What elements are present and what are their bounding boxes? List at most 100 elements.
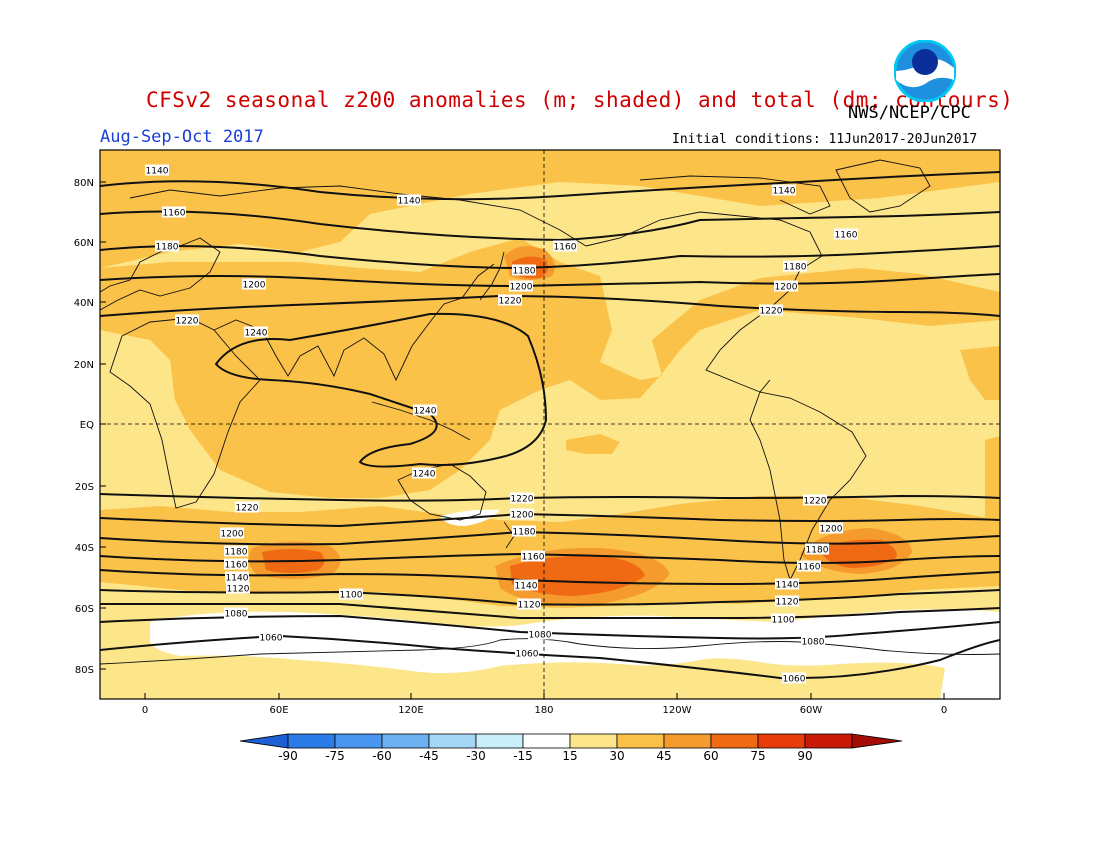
contour-label-bg xyxy=(413,404,437,416)
contour-label: 1220 xyxy=(803,494,827,507)
contour-label-text: 1160 xyxy=(798,563,821,573)
contour-1140-n xyxy=(100,171,1000,201)
contour-label: 1220 xyxy=(235,501,259,514)
lat-tick-label: 20S xyxy=(75,482,94,493)
contour-label-text: 1060 xyxy=(783,675,806,685)
lat-tick-label: 20N xyxy=(74,360,94,371)
colorbar-segment xyxy=(663,733,712,749)
contour-label-text: 1200 xyxy=(221,530,244,540)
contour-label: 1060 xyxy=(782,672,806,685)
contour-label-bg xyxy=(819,522,843,534)
colorbar-segment xyxy=(428,733,477,749)
contour-label-bg xyxy=(259,631,283,643)
colorbar-tick-label: 60 xyxy=(703,749,718,763)
contour-label-text: 1060 xyxy=(260,634,283,644)
contour-label: 1160 xyxy=(224,558,248,571)
contour-label-text: 1160 xyxy=(522,553,545,563)
contour-label-bg xyxy=(805,543,829,555)
contour-label: 1200 xyxy=(819,522,843,535)
contour-label-text: 1220 xyxy=(804,497,827,507)
lon-tick-label: 120E xyxy=(398,705,423,716)
longitude-axis: 0 60E 120E 180 120W 60W 0 xyxy=(142,693,947,716)
colorbar-tick-label: 75 xyxy=(750,749,765,763)
contour-label-bg xyxy=(803,494,827,506)
contour-label-bg xyxy=(224,607,248,619)
latitude-axis: 80N 60N 40N 20N EQ 20S 40S 60S 80S xyxy=(74,178,106,676)
contour-label-text: 1140 xyxy=(146,167,169,177)
contour-label-text: 1080 xyxy=(802,638,825,648)
contour-label-text: 1080 xyxy=(529,631,552,641)
contour-label-text: 1140 xyxy=(398,197,421,207)
lat-tick-label: EQ xyxy=(80,420,94,431)
contour-label-bg xyxy=(772,184,796,196)
contour-label-text: 1180 xyxy=(784,263,807,273)
contour-label-bg xyxy=(162,206,186,218)
contour-label: 1080 xyxy=(528,628,552,641)
contour-label: 1180 xyxy=(783,260,807,273)
height-contours xyxy=(100,171,1000,680)
contour-label: 1240 xyxy=(413,404,437,417)
contour-label-bg xyxy=(145,164,169,176)
lon-tick-label: 0 xyxy=(941,705,947,716)
contour-1140-s xyxy=(100,569,1000,586)
initial-conditions-label: Initial conditions: 11Jun2017-20Jun2017 xyxy=(672,132,978,147)
noaa-logo-icon xyxy=(894,40,956,102)
lon-tick-label: 120W xyxy=(663,705,692,716)
contour-1220-n xyxy=(100,294,1000,317)
contour-label-bg xyxy=(775,595,799,607)
contour-label-text: 1100 xyxy=(340,591,363,601)
contour-label-text: 1120 xyxy=(776,598,799,608)
contour-label-text: 1160 xyxy=(554,243,577,253)
contour-label-text: 1160 xyxy=(163,209,186,219)
colorbar-segment xyxy=(334,733,383,749)
contour-label: 1140 xyxy=(772,184,796,197)
contour-label: 1080 xyxy=(224,607,248,620)
contour-label-text: 1180 xyxy=(225,548,248,558)
contour-label-bg xyxy=(339,588,363,600)
contour-label: 1220 xyxy=(759,304,783,317)
contour-1120-s xyxy=(100,589,1000,606)
contour-label-bg xyxy=(510,508,534,520)
contour-1160-s xyxy=(100,552,1000,564)
contour-label-bg xyxy=(514,579,538,591)
contour-label-text: 1200 xyxy=(820,525,843,535)
contour-label-bg xyxy=(155,240,179,252)
contour-label-bg xyxy=(517,598,541,610)
contour-label-text: 1120 xyxy=(518,601,541,611)
contour-label-bg xyxy=(498,294,522,306)
contour-label: 1120 xyxy=(775,595,799,608)
contour-label-bg xyxy=(521,550,545,562)
contour-label: 1140 xyxy=(225,571,249,584)
contour-label-text: 1220 xyxy=(236,504,259,514)
contour-label-bg xyxy=(244,326,268,338)
contour-label: 1200 xyxy=(509,280,533,293)
contour-label: 1120 xyxy=(226,582,250,595)
contour-label-text: 1140 xyxy=(776,581,799,591)
contour-label: 1160 xyxy=(834,228,858,241)
contour-label: 1220 xyxy=(498,294,522,307)
contour-label-bg xyxy=(175,314,199,326)
colorbar-tick-label: -15 xyxy=(513,749,533,763)
contour-label-text: 1080 xyxy=(225,610,248,620)
contour-label-bg xyxy=(515,647,539,659)
colorbar-right-arrow xyxy=(851,733,903,749)
contour-label: 1140 xyxy=(397,194,421,207)
contour-label-bg xyxy=(512,264,536,276)
contour-1200-n xyxy=(100,273,1000,288)
contour-label: 1180 xyxy=(805,543,829,556)
contour-labels: 1140 1140 1140 1160 1160 1160 1180 1180 1180 1200… xyxy=(145,164,858,685)
colorbar-tick-label: 45 xyxy=(656,749,671,763)
contour-label: 1120 xyxy=(517,598,541,611)
contour-label: 1080 xyxy=(801,635,825,648)
contour-label-bg xyxy=(397,194,421,206)
colorbar-segment xyxy=(522,733,571,749)
contour-label-bg xyxy=(509,280,533,292)
contour-label: 1140 xyxy=(514,579,538,592)
contour-label-text: 1120 xyxy=(227,585,250,595)
contour-label-text: 1160 xyxy=(225,561,248,571)
contour-1080-s xyxy=(100,614,1000,640)
contour-label-text: 1200 xyxy=(510,283,533,293)
contour-label-text: 1220 xyxy=(499,297,522,307)
contour-label-text: 1240 xyxy=(413,470,436,480)
